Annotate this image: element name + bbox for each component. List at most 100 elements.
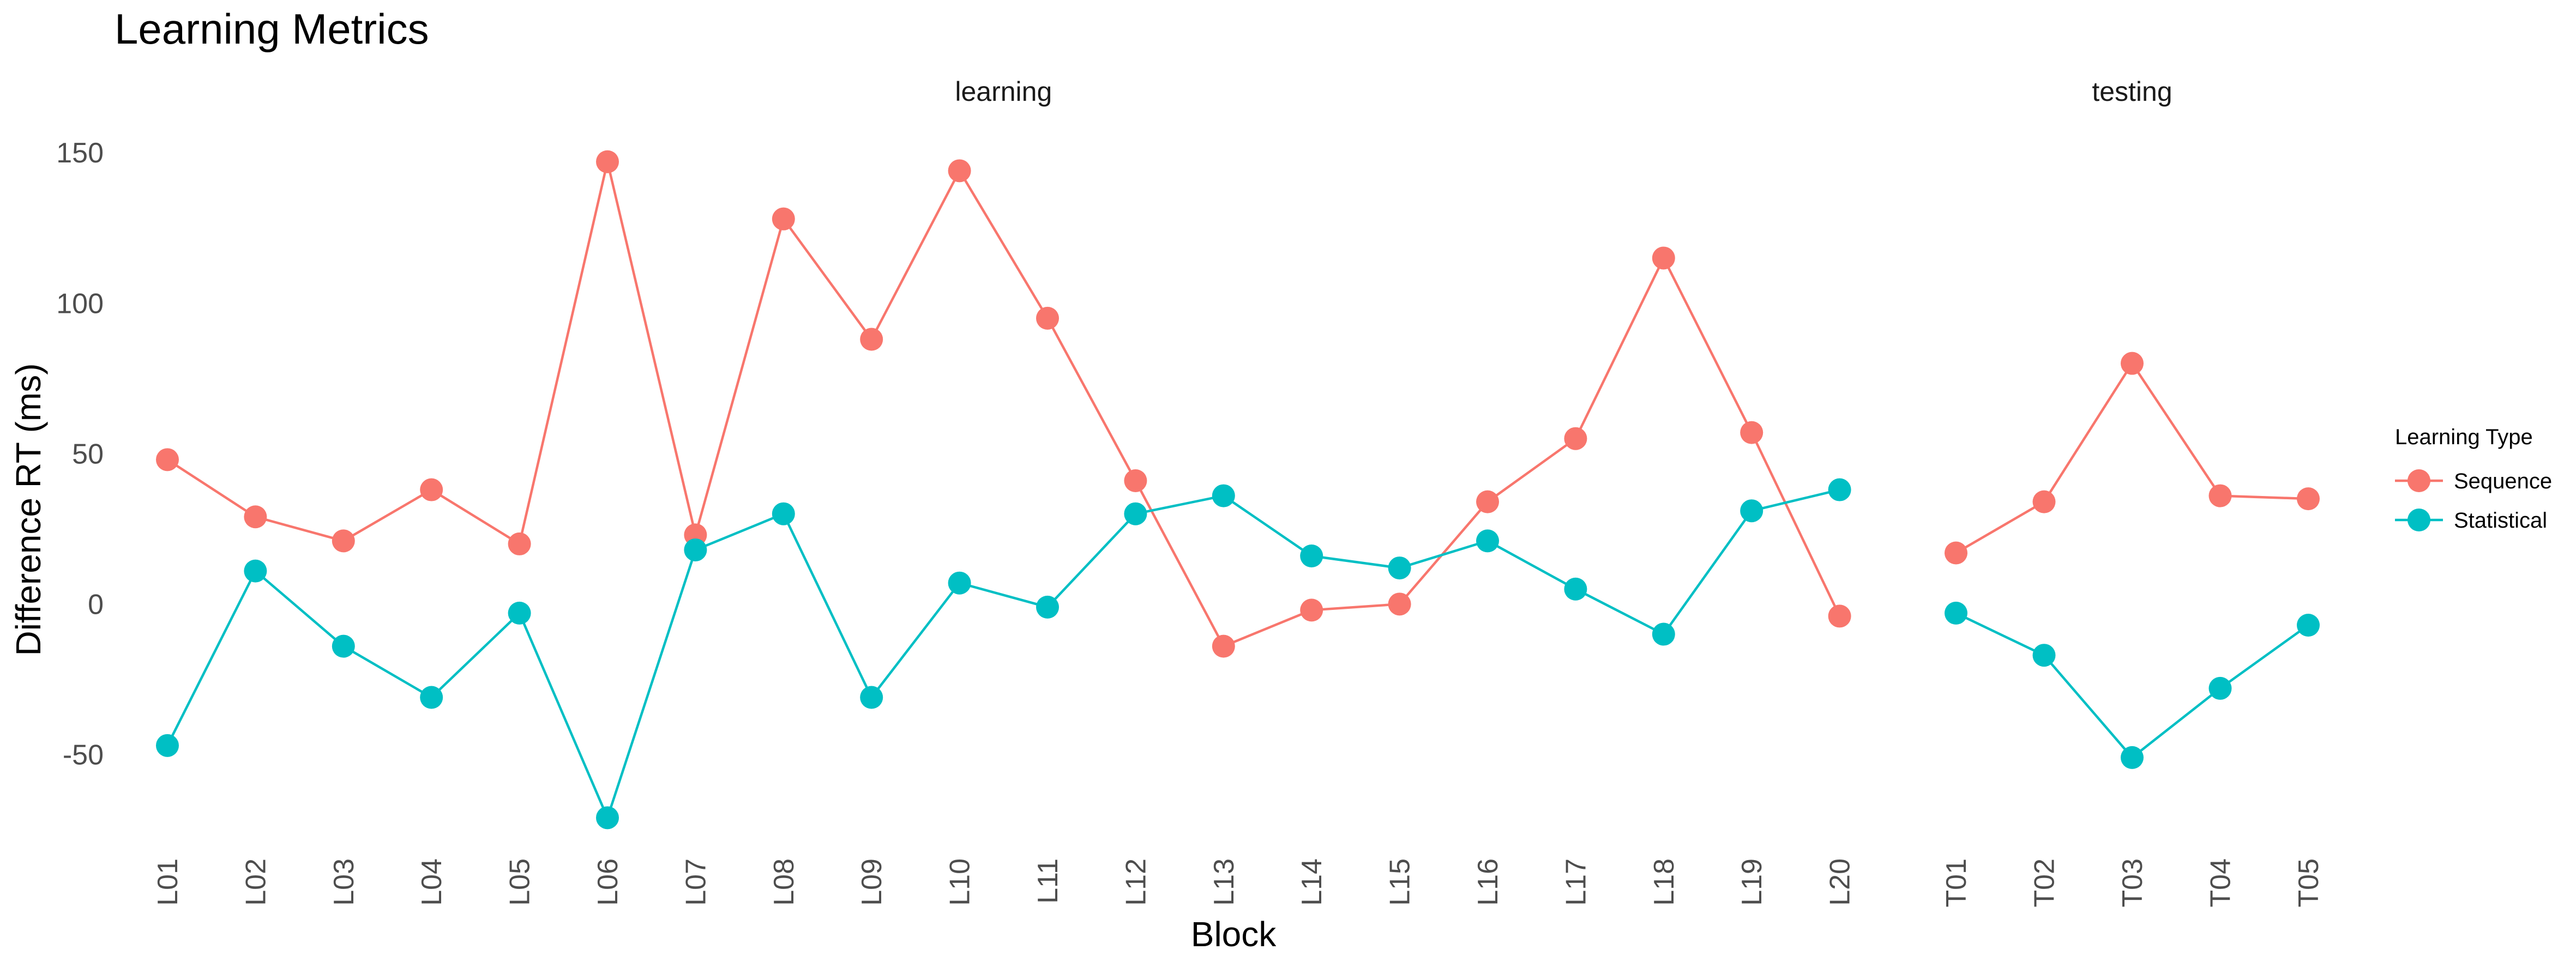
data-point-sequence	[244, 505, 267, 529]
data-point-statistical	[1652, 622, 1675, 646]
data-point-sequence	[1212, 634, 1235, 658]
x-tick-label: L06	[592, 858, 624, 906]
x-tick-label: L08	[768, 858, 800, 906]
y-tick-label: 0	[88, 589, 104, 620]
x-tick-label: L15	[1385, 858, 1416, 906]
series-line-statistical	[166, 488, 1840, 819]
data-point-sequence	[948, 159, 971, 183]
legend-entry-label: Statistical	[2454, 509, 2547, 533]
series-line-sequence	[166, 160, 1841, 648]
data-point-statistical	[2297, 613, 2320, 637]
data-point-sequence	[2208, 484, 2232, 507]
data-point-sequence	[508, 532, 531, 555]
legend-key-point	[2408, 509, 2430, 531]
data-point-statistical	[772, 502, 795, 525]
data-point-sequence	[1564, 427, 1587, 450]
data-point-statistical	[948, 571, 971, 595]
legend: Learning Type Sequence Statistical	[2395, 425, 2552, 533]
x-tick-label: T03	[2117, 858, 2148, 908]
y-tick-label: -50	[63, 739, 104, 771]
data-point-statistical	[2121, 746, 2144, 769]
data-point-statistical	[1124, 502, 1147, 525]
series-line-statistical	[1955, 612, 2309, 759]
data-point-statistical	[2032, 644, 2056, 667]
x-tick-label: L17	[1560, 858, 1592, 906]
data-point-statistical	[1828, 478, 1851, 501]
data-point-statistical	[420, 686, 443, 709]
panel-strip-label: testing	[2092, 76, 2172, 107]
x-tick-label: L12	[1120, 858, 1152, 906]
x-tick-label: L19	[1736, 858, 1768, 906]
data-point-statistical	[332, 634, 355, 658]
data-point-sequence	[1388, 592, 1411, 616]
data-point-statistical	[860, 686, 883, 709]
data-point-sequence	[2032, 490, 2056, 513]
data-point-statistical	[1036, 595, 1059, 619]
data-point-sequence	[1300, 598, 1323, 622]
x-tick-label: L14	[1296, 858, 1328, 906]
x-tick-label: L18	[1648, 858, 1680, 906]
x-tick-label: L02	[240, 858, 272, 906]
data-point-statistical	[1740, 499, 1764, 523]
data-point-statistical	[1945, 601, 1967, 625]
x-tick-label: L10	[944, 858, 976, 906]
x-tick-label: L11	[1032, 858, 1064, 904]
data-point-statistical	[1300, 544, 1323, 567]
data-point-sequence	[1828, 604, 1851, 628]
data-point-sequence	[1740, 421, 1764, 444]
x-axis-title: Block	[1191, 915, 1277, 954]
x-tick-label: L20	[1825, 858, 1856, 906]
x-tick-label: T05	[2293, 858, 2325, 908]
legend-entry-label: Sequence	[2454, 469, 2552, 493]
panel-testing: testing T01 T02 T03 T04 T05	[1941, 76, 2325, 908]
data-point-sequence	[596, 150, 619, 173]
data-point-statistical	[1212, 484, 1235, 507]
data-point-sequence	[1036, 306, 1059, 330]
x-tick-label: L01	[152, 858, 184, 906]
panel-strip-label: learning	[955, 76, 1052, 107]
x-tick-label: L05	[504, 858, 536, 906]
data-point-statistical	[1564, 577, 1587, 601]
x-tick-label: T02	[2029, 858, 2061, 908]
chart-title: Learning Metrics	[115, 5, 429, 53]
data-point-sequence	[1945, 541, 1967, 565]
data-point-sequence	[156, 448, 179, 471]
data-point-sequence	[772, 207, 795, 231]
data-point-statistical	[508, 601, 531, 625]
x-tick-label: L04	[416, 858, 448, 906]
legend-key-point	[2408, 469, 2430, 492]
data-point-sequence	[420, 478, 443, 501]
x-tick-label: L16	[1472, 858, 1504, 906]
x-tick-label: T01	[1941, 858, 1972, 908]
y-axis-ticks: -50 0 50 100 150	[56, 137, 104, 771]
y-tick-label: 50	[72, 438, 104, 470]
data-point-sequence	[2297, 487, 2320, 511]
x-tick-label: L09	[856, 858, 888, 906]
y-tick-label: 150	[56, 137, 104, 169]
chart-panels: learning L01 L02 L03 L04 L05 L06 L07 L08 L09 L10 L1…	[152, 76, 2325, 908]
panel-learning: learning L01 L02 L03 L04 L05 L06 L07 L08 L09 L10 L1…	[152, 76, 1856, 906]
data-point-sequence	[1652, 246, 1675, 270]
data-point-statistical	[2208, 676, 2232, 700]
data-point-statistical	[156, 734, 179, 757]
data-point-sequence	[1476, 490, 1499, 513]
data-point-statistical	[1388, 556, 1411, 580]
x-tick-label: L03	[328, 858, 360, 906]
data-point-sequence	[1124, 469, 1147, 492]
data-point-statistical	[596, 806, 619, 830]
x-tick-label: T04	[2205, 858, 2237, 908]
y-axis-title: Difference RT (ms)	[9, 363, 48, 656]
y-tick-label: 100	[56, 288, 104, 319]
data-point-sequence	[860, 328, 883, 351]
x-tick-label: L07	[680, 858, 712, 906]
x-tick-label: L13	[1208, 858, 1240, 906]
data-point-sequence	[332, 529, 355, 553]
series-line-sequence	[1955, 362, 2309, 554]
data-point-sequence	[2121, 352, 2144, 375]
legend-title: Learning Type	[2395, 425, 2533, 449]
data-point-statistical	[244, 559, 267, 583]
data-point-statistical	[1476, 529, 1499, 553]
data-point-statistical	[684, 538, 707, 561]
